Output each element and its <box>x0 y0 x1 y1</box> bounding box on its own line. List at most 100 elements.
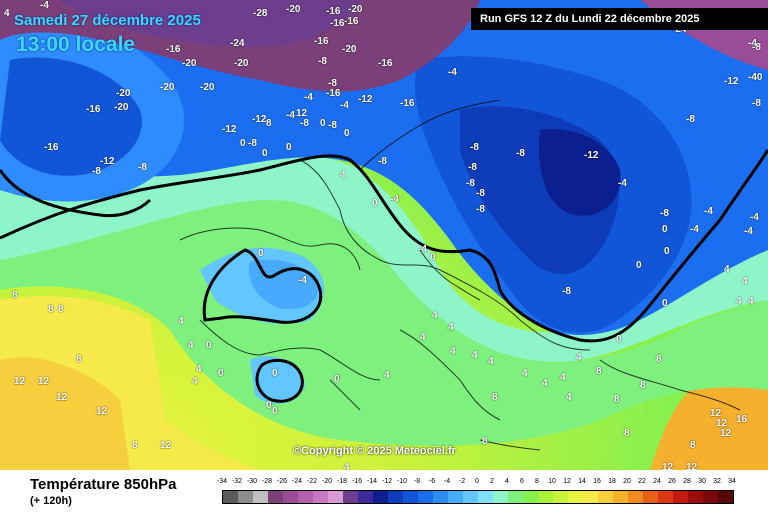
isotherm-value-label: -12 <box>584 150 599 161</box>
legend-swatch <box>718 491 733 503</box>
isotherm-value-label: -8 <box>328 78 337 89</box>
isotherm-value-label: 12 <box>662 462 674 473</box>
legend-tick-label: -4 <box>443 478 451 485</box>
isotherm-value-label: -8 <box>470 142 479 153</box>
isotherm-value-label: -8 <box>476 188 485 199</box>
isotherm-value-label: 4 <box>450 346 456 357</box>
legend-swatch <box>433 491 448 503</box>
legend-color-bar <box>222 490 734 504</box>
isotherm-value-label: -4 <box>298 275 307 286</box>
isotherm-value-label: -4 <box>744 226 753 237</box>
isotherm-value-label: -4 <box>340 100 349 111</box>
legend-swatch <box>658 491 673 503</box>
legend-tick-label: 26 <box>668 478 676 485</box>
isotherm-value-label: -4 <box>690 224 699 235</box>
isotherm-value-label: -8 <box>318 56 327 67</box>
legend-swatch <box>343 491 358 503</box>
legend-swatch <box>418 491 433 503</box>
zero-isotherm-north <box>0 169 152 218</box>
isotherm-value-label: -24 <box>230 38 245 49</box>
legend-swatch <box>388 491 403 503</box>
isotherm-value-label: 0 <box>616 334 622 345</box>
isotherm-value-label: 0 <box>272 406 278 417</box>
isotherm-value-label: 4 <box>384 370 390 381</box>
legend-tick-label: -32 <box>231 478 243 485</box>
legend-swatch <box>328 491 343 503</box>
legend-tick-label: -6 <box>428 478 436 485</box>
isotherm-value-label: 0 <box>258 248 264 259</box>
isotherm-value-label: 12 <box>38 376 50 387</box>
isotherm-value-label: -16 <box>166 44 181 55</box>
legend-tick-label: 18 <box>608 478 616 485</box>
isotherm-value-label: 8 <box>624 428 630 439</box>
isotherm-value-label: -16 <box>314 36 329 47</box>
isotherm-value-label: -20 <box>200 82 215 93</box>
legend-swatch <box>253 491 268 503</box>
isotherm-value-label: 8 <box>48 304 54 315</box>
isotherm-value-label: 4 <box>560 372 566 383</box>
isotherm-value-label: -8 <box>752 98 761 109</box>
legend-tick-label: -30 <box>246 478 258 485</box>
isotherm-value-label: -8 <box>378 156 387 167</box>
isotherm-value-label: 4 <box>736 296 742 307</box>
isotherm-value-label: 8 <box>58 304 64 315</box>
legend-tick-label: -16 <box>351 478 363 485</box>
zero-isotherm-west-loop <box>202 248 323 324</box>
isotherm-value-label: 12 <box>686 462 698 473</box>
isotherm-value-label: 0 <box>206 340 212 351</box>
isotherm-value-label: -4 <box>750 212 759 223</box>
legend-swatch <box>463 491 478 503</box>
legend-tick-label: 6 <box>520 478 524 485</box>
isotherm-value-label: -16 <box>44 142 59 153</box>
isotherm-value-label: -8 <box>660 208 669 219</box>
isotherm-value-label: 8 <box>690 440 696 451</box>
coastlines <box>179 99 741 451</box>
legend-swatch <box>613 491 628 503</box>
isotherm-value-label: 12 <box>720 428 732 439</box>
isotherm-value-label: -8 <box>752 42 761 53</box>
cool-pool-islands <box>250 356 305 404</box>
isotherm-value-label: 4 <box>432 310 438 321</box>
legend-tick-label: 0 <box>475 478 479 485</box>
legend-swatch <box>643 491 658 503</box>
isotherm-value-label: -8 <box>138 162 147 173</box>
legend-tick-label: -34 <box>216 478 228 485</box>
isotherm-value-label: -8 <box>328 120 337 131</box>
legend-tick-label: -14 <box>366 478 378 485</box>
isotherm-value-label: 4 <box>192 376 198 387</box>
isotherm-value-label: 8 <box>596 366 602 377</box>
isotherm-value-label: 4 <box>542 378 548 389</box>
legend-swatch <box>373 491 388 503</box>
isotherm-value-label: -4 <box>40 0 49 11</box>
legend-tick-label: 14 <box>578 478 586 485</box>
isotherm-value-label: -4 <box>286 110 295 121</box>
isotherm-value-label: -8 <box>516 148 525 159</box>
legend-swatch <box>538 491 553 503</box>
isotherm-value-label: 4 <box>724 264 730 275</box>
isotherm-value-label: -8 <box>562 286 571 297</box>
legend-swatch <box>493 491 508 503</box>
legend-tick-label: 4 <box>505 478 509 485</box>
isotherm-value-label: -16 <box>330 18 345 29</box>
green-band <box>0 187 768 446</box>
legend-tick-label: 34 <box>728 478 736 485</box>
legend-swatch <box>583 491 598 503</box>
legend-swatch <box>598 491 613 503</box>
isotherm-value-label: 0 <box>272 368 278 379</box>
isotherm-value-label: 4 <box>4 8 10 19</box>
warm-southeast <box>650 385 768 470</box>
legend-swatch <box>298 491 313 503</box>
isotherm-value-label: 0 <box>218 368 224 379</box>
isotherm-value-label: 8 <box>640 380 646 391</box>
isotherm-value-label: 4 <box>178 316 184 327</box>
isotherm-value-label: -16 <box>400 98 415 109</box>
isotherm-value-label: -20 <box>348 4 363 15</box>
isotherm-value-label: 12 <box>96 406 108 417</box>
legend-swatch <box>358 491 373 503</box>
legend-swatch <box>448 491 463 503</box>
isotherm-value-label: -20 <box>160 82 175 93</box>
isotherm-value-label: 4 <box>188 340 194 351</box>
isotherm-value-label: 4 <box>420 332 426 343</box>
legend-tick-label: -24 <box>291 478 303 485</box>
